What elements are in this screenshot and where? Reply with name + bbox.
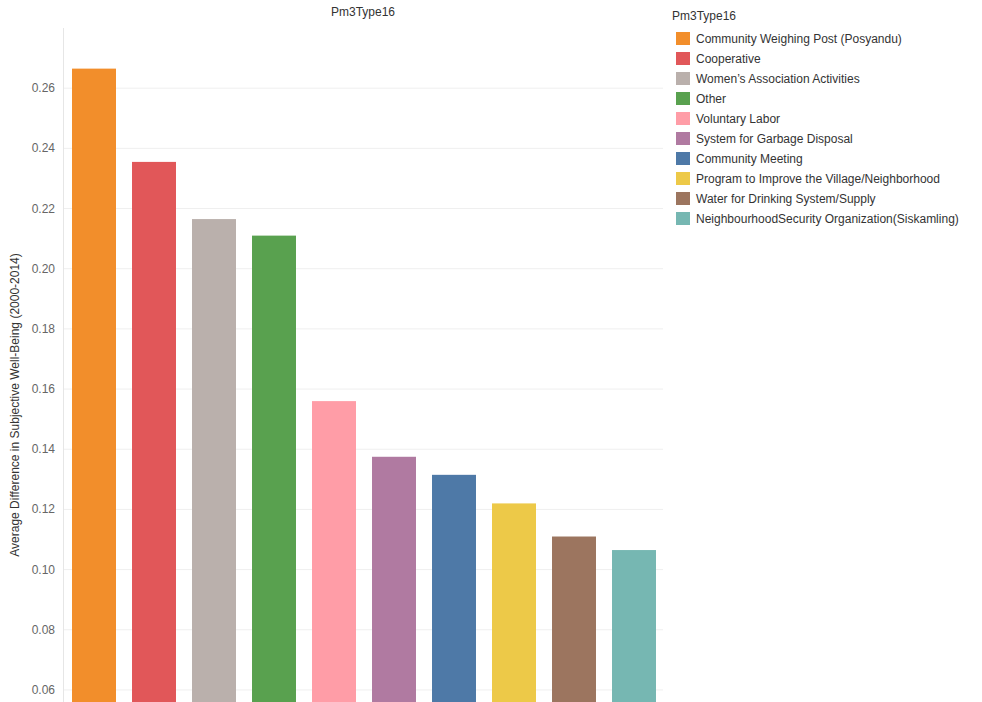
legend-swatch bbox=[676, 72, 690, 85]
bar bbox=[132, 162, 176, 702]
legend-label: Women’s Association Activities bbox=[696, 72, 860, 86]
y-tick-label: 0.26 bbox=[32, 81, 56, 95]
legend-swatch bbox=[676, 152, 690, 165]
legend-label: System for Garbage Disposal bbox=[696, 132, 853, 146]
y-tick-label: 0.10 bbox=[32, 563, 56, 577]
y-tick-label: 0.20 bbox=[32, 262, 56, 276]
legend-label: Water for Drinking System/Supply bbox=[696, 192, 876, 206]
legend: Pm3Type16 Community Weighing Post (Posyan… bbox=[672, 9, 959, 226]
y-tick-label: 0.18 bbox=[32, 322, 56, 336]
bar bbox=[552, 537, 596, 702]
y-tick-label: 0.22 bbox=[32, 202, 56, 216]
legend-label: Program to Improve the Village/Neighborh… bbox=[696, 172, 940, 186]
y-axis-label: Average Difference in Subjective Well-Be… bbox=[8, 253, 22, 557]
legend-label: Community Weighing Post (Posyandu) bbox=[696, 32, 902, 46]
legend-label: Other bbox=[696, 92, 726, 106]
grid-line bbox=[63, 88, 663, 89]
legend-swatch bbox=[676, 52, 690, 65]
bar bbox=[432, 475, 476, 702]
title: Pm3Type16 bbox=[331, 5, 395, 19]
legend-swatch bbox=[676, 132, 690, 145]
legend-swatch bbox=[676, 92, 690, 105]
y-axis-line bbox=[63, 28, 64, 702]
bar bbox=[72, 69, 116, 702]
legend-swatch bbox=[676, 192, 690, 205]
legend-swatch bbox=[676, 172, 690, 185]
bar bbox=[252, 236, 296, 702]
bar bbox=[312, 401, 356, 702]
y-tick-label: 0.16 bbox=[32, 382, 56, 396]
y-tick-label: 0.06 bbox=[32, 683, 56, 697]
bar bbox=[192, 219, 236, 702]
chart: Pm3Type16 0.06 0.08 0.10 0.12 0.14 0.16 0.18 0.2… bbox=[0, 0, 982, 702]
y-tick-label: 0.12 bbox=[32, 502, 56, 516]
legend-label: Cooperative bbox=[696, 52, 761, 66]
legend-swatch bbox=[676, 32, 690, 45]
grid-line bbox=[63, 148, 663, 149]
legend-swatch bbox=[676, 112, 690, 125]
y-tick-label: 0.14 bbox=[32, 442, 56, 456]
bar bbox=[492, 503, 536, 702]
bars bbox=[72, 69, 656, 702]
legend-label: NeighbourhoodSecurity Organization(Siska… bbox=[696, 212, 959, 226]
legend-label: Community Meeting bbox=[696, 152, 803, 166]
y-tick-label: 0.24 bbox=[32, 141, 56, 155]
bar bbox=[612, 550, 656, 702]
y-tick-label: 0.08 bbox=[32, 623, 56, 637]
legend-swatch bbox=[676, 212, 690, 225]
legend-title: Pm3Type16 bbox=[672, 9, 736, 23]
legend-label: Voluntary Labor bbox=[696, 112, 780, 126]
bar bbox=[372, 457, 416, 702]
